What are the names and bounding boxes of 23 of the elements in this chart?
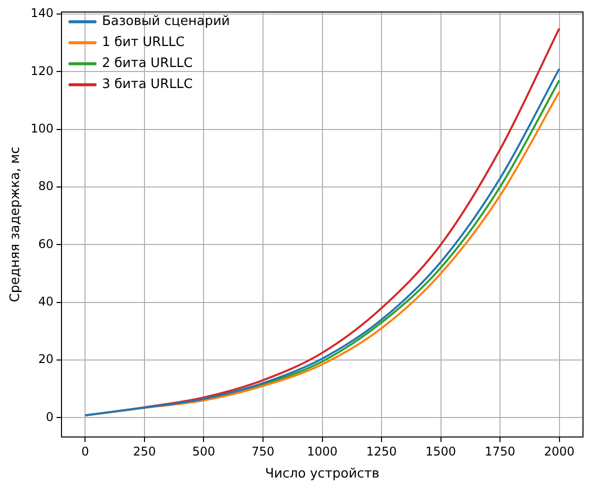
x-tick-label: 1500	[426, 444, 456, 458]
x-tick-label: 2000	[544, 444, 575, 458]
y-axis-title: Средняя задержка, мс	[8, 146, 24, 302]
y-tick-label: 120	[30, 64, 54, 78]
y-tick-label: 140	[30, 6, 54, 20]
x-tick-label: 250	[133, 444, 156, 458]
x-tick-label: 1750	[484, 444, 516, 458]
y-tick-label: 80	[38, 179, 54, 194]
y-tick-label: 100	[30, 121, 54, 136]
x-tick-label: 1250	[366, 444, 397, 458]
legend-label: 3 бита URLLC	[102, 77, 193, 92]
x-tick-label: 750	[252, 444, 274, 458]
y-tick-label: 40	[38, 294, 54, 308]
x-axis-title: Число устройств	[265, 466, 380, 482]
y-tick-label: 20	[38, 352, 54, 366]
y-tick-label: 60	[38, 236, 54, 251]
legend-label: 2 бита URLLC	[102, 56, 193, 72]
legend-label: Базовый сценарий	[102, 14, 230, 30]
x-tick-label: 500	[192, 444, 216, 458]
legend-label: 1 бит URLLC	[102, 35, 185, 50]
y-tick-label: 0	[46, 410, 54, 424]
x-tick-label: 1000	[306, 444, 338, 458]
x-tick-label: 0	[81, 444, 90, 458]
